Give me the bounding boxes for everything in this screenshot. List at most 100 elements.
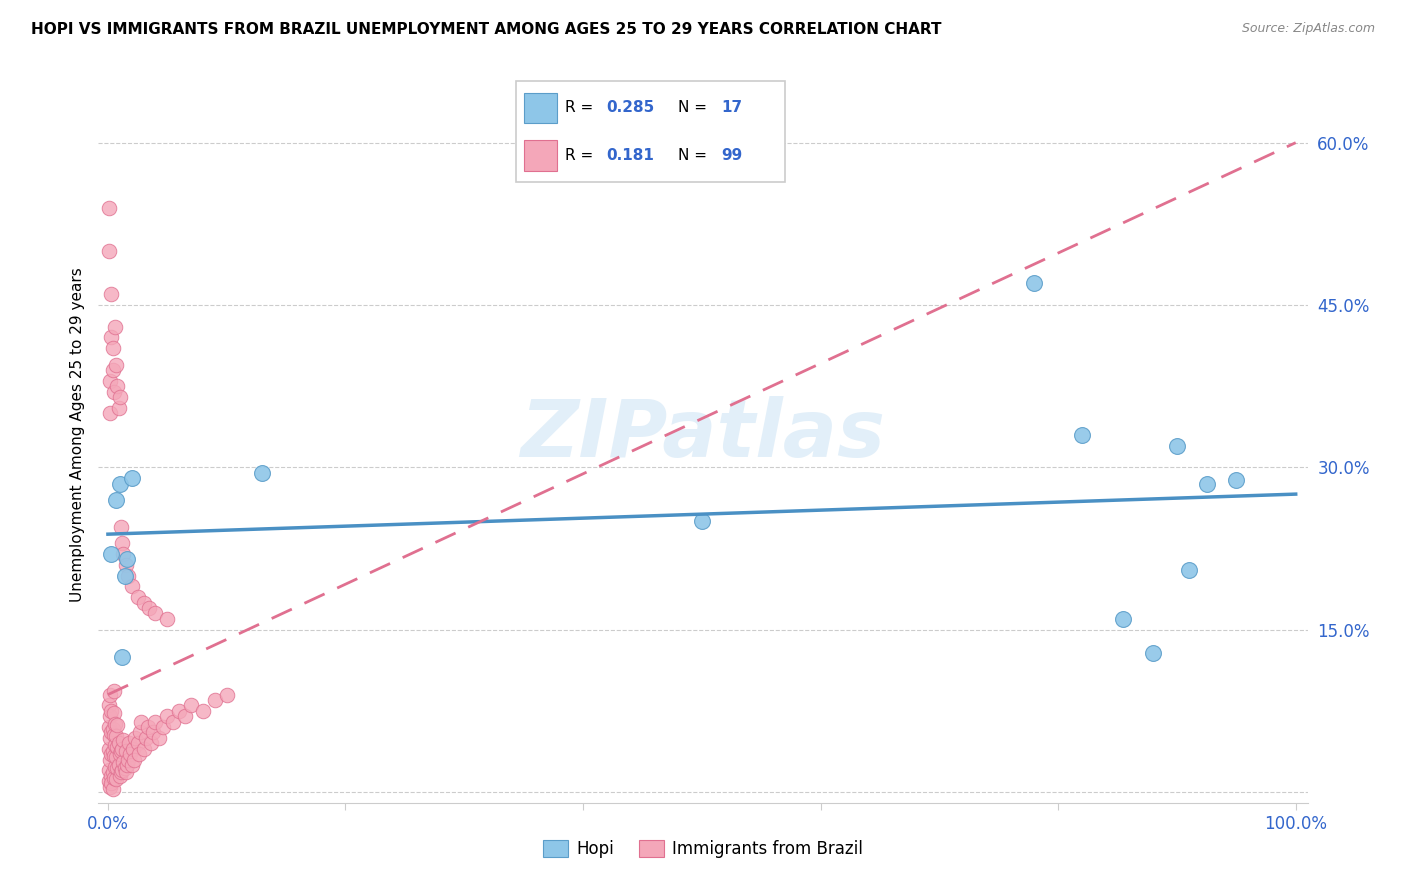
Point <box>121 741 143 756</box>
Point <box>110 520 132 534</box>
Point <box>98 244 121 258</box>
Point <box>98 774 121 789</box>
Point <box>103 728 125 742</box>
Point <box>135 731 157 745</box>
Point <box>98 731 121 745</box>
Point <box>101 781 124 796</box>
Point <box>100 747 122 761</box>
Point <box>104 319 127 334</box>
Point <box>204 693 226 707</box>
Point <box>174 709 197 723</box>
Point <box>114 765 136 780</box>
Point <box>111 536 134 550</box>
Text: HOPI VS IMMIGRANTS FROM BRAZIL UNEMPLOYMENT AMONG AGES 25 TO 29 YEARS CORRELATIO: HOPI VS IMMIGRANTS FROM BRAZIL UNEMPLOYM… <box>31 22 942 37</box>
Point <box>129 714 152 729</box>
Point <box>127 736 149 750</box>
Point <box>108 390 131 404</box>
Bar <box>524 140 557 170</box>
Point <box>117 752 139 766</box>
Point <box>148 731 170 745</box>
Point <box>122 752 145 766</box>
Point <box>98 720 121 734</box>
Point <box>114 761 136 775</box>
Point <box>156 709 179 723</box>
Point <box>105 358 128 372</box>
Point <box>112 547 135 561</box>
Point <box>1166 439 1188 453</box>
Point <box>103 684 125 698</box>
Point <box>100 330 122 344</box>
Point <box>132 596 155 610</box>
Point <box>110 765 132 780</box>
Point <box>98 764 121 778</box>
Point <box>215 688 238 702</box>
Point <box>111 741 134 756</box>
Point <box>107 718 129 732</box>
Point <box>101 723 124 737</box>
Text: N =: N = <box>678 101 711 115</box>
Point <box>115 758 138 772</box>
Point <box>105 729 128 743</box>
Point <box>118 736 141 750</box>
Point <box>107 736 129 750</box>
Point <box>111 649 134 664</box>
Point <box>145 714 167 729</box>
Point <box>103 706 125 720</box>
Point <box>1112 612 1135 626</box>
Point <box>100 725 122 739</box>
Point <box>142 725 165 739</box>
Point <box>98 780 121 794</box>
Point <box>98 698 121 713</box>
Point <box>107 379 129 393</box>
Text: 0.285: 0.285 <box>606 101 655 115</box>
Point <box>121 579 143 593</box>
Point <box>1070 427 1092 442</box>
Point <box>98 201 121 215</box>
Y-axis label: Unemployment Among Ages 25 to 29 years: Unemployment Among Ages 25 to 29 years <box>69 268 84 602</box>
Point <box>114 558 136 572</box>
Point <box>128 747 150 761</box>
Point <box>98 406 121 420</box>
Point <box>121 471 143 485</box>
Point <box>101 341 124 355</box>
Point <box>98 709 121 723</box>
Point <box>107 401 129 415</box>
Point <box>121 758 143 772</box>
Point <box>104 716 127 731</box>
Point <box>108 769 131 783</box>
Point <box>690 515 713 529</box>
Text: N =: N = <box>678 148 711 162</box>
Point <box>105 772 128 786</box>
Point <box>1178 563 1201 577</box>
Point <box>138 601 160 615</box>
Bar <box>524 93 557 123</box>
Point <box>156 612 179 626</box>
Point <box>167 704 190 718</box>
Point <box>100 769 122 783</box>
Point <box>132 741 155 756</box>
Text: 99: 99 <box>721 148 742 162</box>
Point <box>98 752 121 766</box>
Point <box>162 714 184 729</box>
Point <box>1142 647 1164 661</box>
Point <box>139 736 162 750</box>
Point <box>103 384 125 399</box>
Point <box>152 720 174 734</box>
Text: 0.181: 0.181 <box>606 148 654 162</box>
Point <box>180 698 202 713</box>
Point <box>108 747 131 761</box>
Point <box>111 764 134 778</box>
Point <box>100 704 122 718</box>
Point <box>124 731 146 745</box>
Point <box>101 363 124 377</box>
Point <box>100 547 122 561</box>
Point <box>120 747 142 761</box>
Point <box>98 688 121 702</box>
Point <box>114 744 136 758</box>
Text: ZIPatlas: ZIPatlas <box>520 396 886 474</box>
Point <box>100 776 122 790</box>
Point <box>252 466 274 480</box>
Point <box>108 476 131 491</box>
Point <box>104 760 127 774</box>
Point <box>100 287 122 301</box>
